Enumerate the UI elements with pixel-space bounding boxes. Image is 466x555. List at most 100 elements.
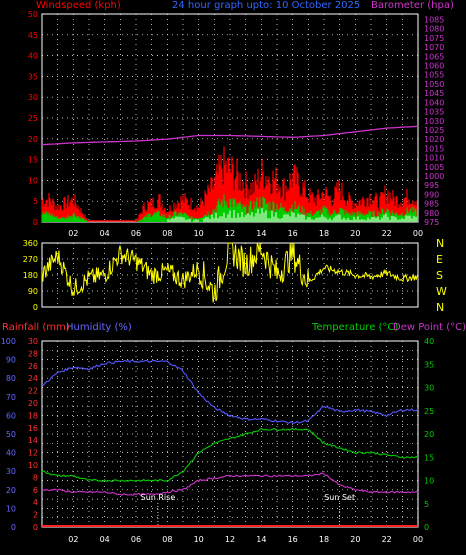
windspeed-tick-label: 25	[28, 114, 38, 123]
temp-x-tick-label: 16	[288, 535, 298, 544]
barometer-tick-label: 1045	[424, 89, 444, 98]
rainfall-tick-label: 20	[28, 399, 38, 408]
humidity-tick-label: 10	[6, 504, 16, 513]
wind-x-tick-label: 22	[382, 229, 392, 238]
temp-x-tick-label: 06	[131, 535, 141, 544]
barometer-tick-label: 1070	[424, 43, 444, 52]
rainfall-tick-label: 28	[28, 349, 38, 358]
barometer-tick-label: 975	[424, 218, 439, 227]
humidity-tick-label: 40	[6, 449, 16, 458]
rainfall-tick-label: 8	[33, 473, 38, 482]
humidity-tick-label: 0	[11, 523, 16, 532]
temperature-tick-label: 15	[424, 453, 434, 462]
compass-label: S	[436, 269, 443, 282]
rainfall-tick-label: 6	[33, 486, 38, 495]
barometer-tick-label: 1030	[424, 117, 444, 126]
barometer-tick-label: 995	[424, 181, 439, 190]
sunset-label: Sun Set	[324, 493, 355, 502]
temp-x-tick-label: 04	[100, 535, 110, 544]
wind-x-tick-label: 04	[100, 229, 110, 238]
wind-barometer-panel: 0510152025303540455097598098599099510001…	[28, 10, 445, 238]
direction-tick-label: 90	[28, 287, 38, 296]
rainfall-tick-label: 12	[28, 449, 38, 458]
rainfall-tick-label: 30	[28, 337, 38, 346]
humidity-tick-label: 20	[6, 486, 16, 495]
rainfall-tick-label: 14	[28, 436, 38, 445]
temp-x-tick-label: 02	[68, 535, 78, 544]
barometer-tick-label: 1040	[424, 98, 444, 107]
windspeed-tick-label: 50	[28, 10, 38, 19]
dewpoint-line	[42, 472, 419, 497]
barometer-tick-label: 1065	[424, 52, 444, 61]
barometer-tick-label: 1085	[424, 16, 444, 25]
wind-x-tick-label: 14	[256, 229, 266, 238]
compass-label: N	[436, 301, 444, 314]
direction-tick-label: 180	[23, 271, 38, 280]
temperature-tick-label: 35	[424, 360, 434, 369]
temp-x-tick-label: 20	[350, 535, 360, 544]
rainfall-tick-label: 24	[28, 374, 38, 383]
temperature-tick-label: 40	[424, 337, 434, 346]
humidity-tick-label: 30	[6, 467, 16, 476]
barometer-tick-label: 1000	[424, 172, 444, 181]
barometer-tick-label: 1080	[424, 25, 444, 34]
barometer-tick-label: 1035	[424, 108, 444, 117]
direction-tick-label: 0	[33, 303, 38, 312]
barometer-tick-label: 1025	[424, 126, 444, 135]
graph-title: 24 hour graph upto: 10 October 2025	[172, 0, 360, 11]
windspeed-tick-label: 40	[28, 52, 38, 61]
barometer-tick-label: 1055	[424, 71, 444, 80]
temperature-axis-title: Temperature (°C)	[311, 322, 398, 333]
rainfall-tick-label: 18	[28, 411, 38, 420]
windspeed-tick-label: 15	[28, 156, 38, 165]
windspeed-tick-label: 0	[33, 218, 38, 227]
compass-label: E	[436, 253, 443, 266]
humidity-tick-label: 50	[6, 430, 16, 439]
rainfall-tick-label: 26	[28, 362, 38, 371]
humidity-tick-label: 80	[6, 374, 16, 383]
temperature-tick-label: 5	[424, 500, 429, 509]
windspeed-tick-label: 5	[33, 197, 38, 206]
sunrise-label: Sun Rise	[141, 493, 176, 502]
compass-label: N	[436, 237, 444, 250]
barometer-tick-label: 980	[424, 209, 439, 218]
windspeed-axis-title: Windspeed (kph)	[36, 0, 121, 11]
temperature-tick-label: 10	[424, 477, 434, 486]
wind-x-tick-label: 16	[288, 229, 298, 238]
temp-x-tick-label: 08	[162, 535, 172, 544]
wind-x-tick-label: 08	[162, 229, 172, 238]
temperature-tick-label: 30	[424, 384, 434, 393]
windspeed-tick-label: 10	[28, 176, 38, 185]
temp-x-tick-label: 18	[319, 535, 329, 544]
rainfall-tick-label: 2	[33, 511, 38, 520]
rainfall-tick-label: 0	[33, 523, 38, 532]
wind-x-tick-label: 12	[225, 229, 235, 238]
wind-direction-line	[41, 242, 419, 303]
barometer-tick-label: 1075	[424, 34, 444, 43]
barometer-line	[41, 125, 419, 146]
humidity-line	[41, 359, 419, 425]
humidity-tick-label: 100	[1, 337, 16, 346]
humidity-tick-label: 60	[6, 411, 16, 420]
wind-x-tick-label: 20	[350, 229, 360, 238]
temp-frame	[41, 340, 419, 528]
humidity-tick-label: 90	[6, 356, 16, 365]
rainfall-tick-label: 22	[28, 387, 38, 396]
temp-x-tick-label: 14	[256, 535, 266, 544]
temperature-humidity-panel: 0102030405060708090100024681012141618202…	[1, 337, 434, 544]
humidity-tick-label: 70	[6, 393, 16, 402]
temp-x-tick-label: 12	[225, 535, 235, 544]
temperature-line	[41, 427, 419, 483]
barometer-tick-label: 1050	[424, 80, 444, 89]
dewpoint-axis-title: Dew Point (°C)	[393, 322, 466, 333]
windspeed-tick-label: 30	[28, 93, 38, 102]
rainfall-tick-label: 16	[28, 424, 38, 433]
barometer-tick-label: 1020	[424, 135, 444, 144]
direction-frame	[41, 242, 419, 308]
barometer-tick-label: 990	[424, 190, 439, 199]
temp-x-tick-label: 00	[413, 535, 423, 544]
direction-tick-label: 270	[23, 255, 38, 264]
barometer-tick-label: 985	[424, 200, 439, 209]
